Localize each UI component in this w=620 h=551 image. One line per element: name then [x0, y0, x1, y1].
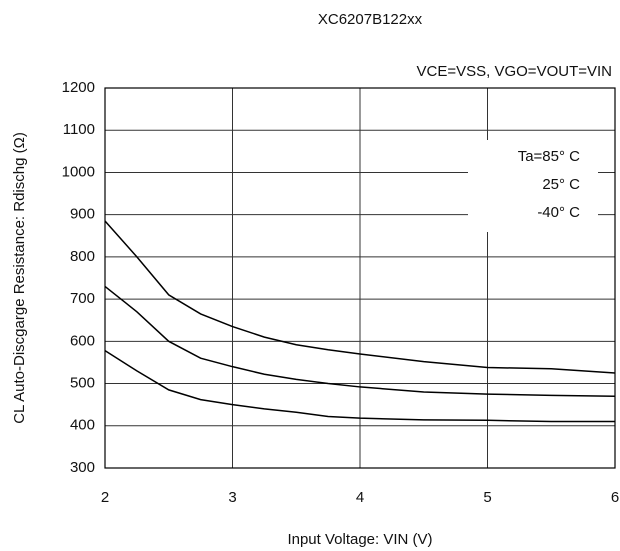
x-tick-label: 3: [228, 489, 236, 506]
x-tick-label: 2: [101, 489, 109, 506]
line: [104, 349, 615, 423]
y-tick-label: 500: [70, 375, 95, 392]
x-tick-label: 6: [611, 489, 619, 506]
y-tick-label: 800: [70, 248, 95, 265]
chart-subtitle: VCE=VSS, VGO=VOUT=VIN: [417, 63, 612, 80]
y-axis-title: CL Auto-Discgarge Resistance: Rdischg (Ω…: [11, 132, 28, 424]
legend-label: 25° C: [542, 176, 580, 193]
y-tick-label: 900: [70, 206, 95, 223]
x-axis-title: Input Voltage: VIN (V): [287, 531, 432, 548]
line: [104, 220, 616, 374]
y-tick-label: 1000: [62, 163, 95, 180]
legend-label: -40° C: [537, 204, 580, 221]
legend-box: [468, 140, 598, 232]
x-tick-label: 4: [356, 489, 364, 506]
y-tick-label: 300: [70, 459, 95, 476]
plot-frame: [104, 87, 616, 469]
legend-label: Ta=85° C: [518, 148, 580, 165]
chart-title: XC6207B122xx: [318, 11, 423, 28]
y-tick-label: 1200: [62, 79, 95, 96]
y-tick-label: 600: [70, 332, 95, 349]
y-tick-label: 400: [70, 417, 95, 434]
y-tick-label: 700: [70, 290, 95, 307]
x-tick-label: 5: [483, 489, 491, 506]
line: [104, 285, 616, 397]
y-tick-label: 1100: [63, 121, 95, 138]
